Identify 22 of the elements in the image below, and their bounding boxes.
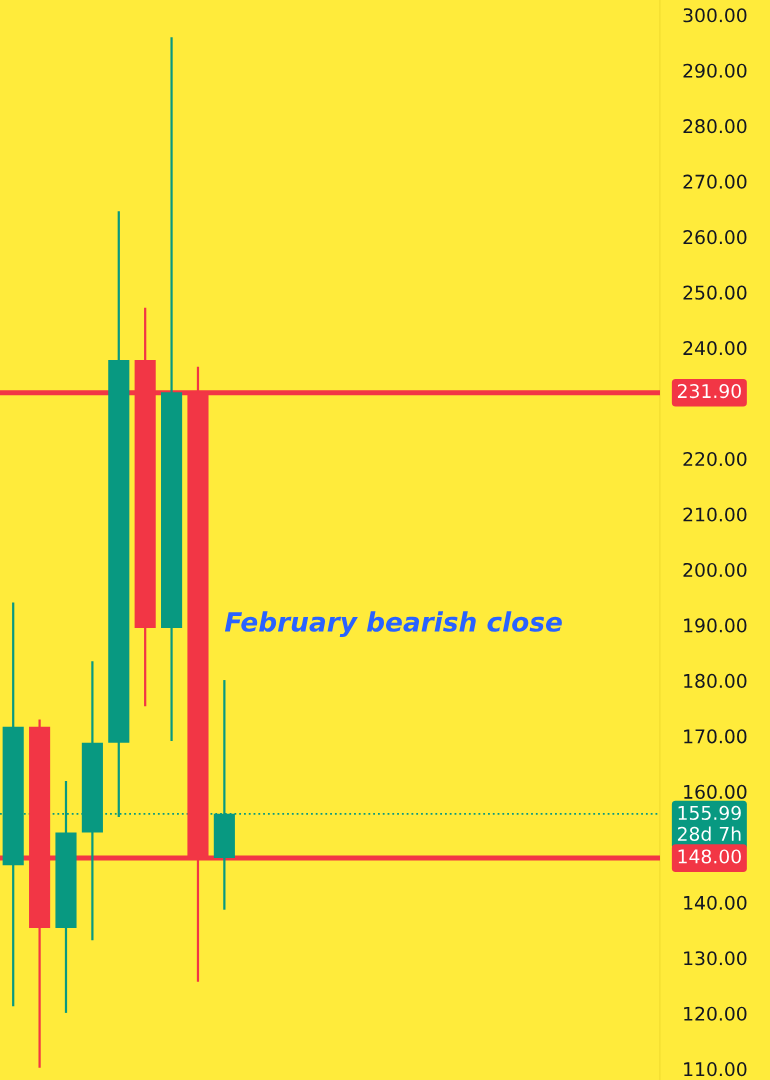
y-tick-label: 180.00 <box>684 673 747 689</box>
y-tick-label: 110.00 <box>684 1062 747 1077</box>
ref-line-label: 231.90 <box>677 383 741 399</box>
y-tick-label: 270.00 <box>683 174 747 189</box>
y-tick-label: 300.00 <box>683 8 747 23</box>
y-tick-label: 200.00 <box>683 562 747 578</box>
y-tick-label: 130.00 <box>684 951 747 966</box>
y-tick-label: 170.00 <box>684 729 747 744</box>
annotation: February bearish close <box>224 611 562 638</box>
y-tick-label: 250.00 <box>683 285 747 300</box>
y-tick-label: 260.00 <box>683 230 747 245</box>
y-tick-label: 240.00 <box>683 341 747 356</box>
ref-line-label: 155.99 28d 7h <box>677 805 741 841</box>
y-tick-label: 120.00 <box>684 1006 747 1021</box>
y-tick-label: 280.00 <box>683 119 747 134</box>
y-tick-label: 160.00 <box>684 784 747 799</box>
y-tick-label: 140.00 <box>684 895 747 910</box>
ref-line-label: 148.00 <box>678 849 741 864</box>
y-tick-label: 290.00 <box>683 63 747 78</box>
y-tick-label: 220.00 <box>683 451 747 467</box>
y-tick-label: 190.00 <box>684 618 747 633</box>
y-tick-label: 210.00 <box>683 507 747 522</box>
